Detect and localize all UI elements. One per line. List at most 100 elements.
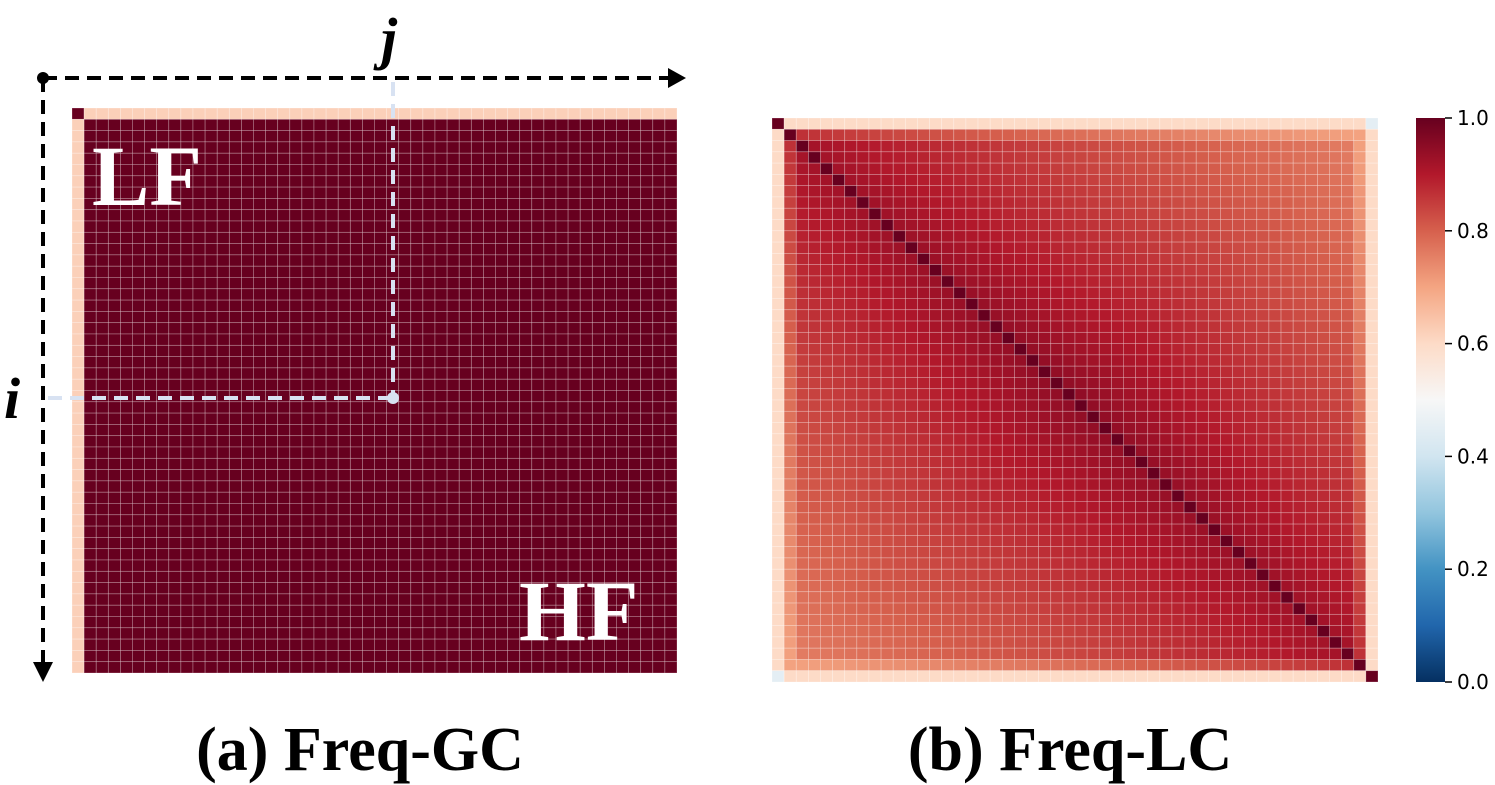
heatmap-a-cell	[652, 333, 666, 346]
heatmap-a-cell	[483, 401, 496, 414]
heatmap-a-cell	[71, 333, 85, 346]
heatmap-a-cell	[422, 435, 436, 448]
heatmap-b-cell	[1123, 128, 1136, 141]
heatmap-b-cell	[941, 320, 955, 333]
heatmap-b-cell	[783, 185, 797, 198]
heatmap-b-cell	[1171, 399, 1185, 412]
heatmap-a-cell	[386, 570, 400, 583]
heatmap-a-cell	[83, 107, 97, 120]
heatmap-b-cell	[1086, 399, 1100, 412]
heatmap-a-cell	[519, 231, 533, 244]
heatmap-b-cell	[1026, 501, 1039, 514]
heatmap-b-cell	[880, 320, 894, 333]
heatmap-a-cell	[180, 570, 194, 583]
heatmap-b-cell	[844, 422, 858, 435]
heatmap-a-cell	[144, 288, 158, 301]
heatmap-b-cell	[844, 568, 858, 581]
heatmap-a-cell	[483, 412, 496, 425]
heatmap-b-cell	[771, 275, 785, 288]
heatmap-a-cell	[83, 333, 97, 346]
heatmap-b-cell	[783, 535, 797, 547]
heatmap-a-cell	[386, 424, 400, 437]
heatmap-a-cell	[398, 616, 412, 629]
heatmap-a-cell	[180, 650, 194, 663]
heatmap-a-cell	[265, 311, 279, 324]
heatmap-b-cell	[1244, 535, 1258, 547]
heatmap-a-cell	[277, 548, 291, 561]
heatmap-b-cell	[795, 535, 809, 547]
heatmap-b-cell	[1074, 151, 1088, 164]
heatmap-b-cell	[1220, 241, 1233, 254]
heatmap-a-cell	[362, 118, 375, 131]
heatmap-b-cell	[880, 523, 894, 536]
heatmap-a-cell	[446, 559, 460, 572]
heatmap-a-cell	[410, 311, 424, 324]
heatmap-a-cell	[495, 130, 508, 143]
heatmap-a-cell	[555, 424, 569, 437]
heatmap-b-cell	[1304, 625, 1318, 638]
heatmap-a-cell	[519, 175, 533, 188]
heatmap-a-cell	[228, 311, 242, 324]
heatmap-b-cell	[1062, 422, 1076, 435]
heatmap-a-cell	[337, 367, 351, 380]
heatmap-a-cell	[204, 424, 218, 437]
heatmap-b-cell	[1074, 625, 1088, 638]
heatmap-b-cell	[1001, 602, 1015, 615]
heatmap-b-cell	[1050, 467, 1064, 480]
heatmap-b-cell	[1171, 613, 1185, 626]
heatmap-b-cell	[977, 388, 991, 401]
heatmap-a-cell	[71, 480, 85, 493]
heatmap-a-cell	[349, 243, 363, 256]
heatmap-b-cell	[1183, 410, 1197, 423]
heatmap-a-cell	[325, 514, 339, 527]
heatmap-a-cell	[483, 367, 496, 380]
heatmap-a-cell	[204, 209, 218, 222]
heatmap-b-cell	[904, 185, 918, 198]
heatmap-b-cell	[868, 580, 882, 593]
heatmap-b-cell	[1207, 535, 1221, 547]
heatmap-b-cell	[868, 546, 882, 559]
heatmap-b-cell	[1050, 117, 1064, 130]
heatmap-a-cell	[519, 435, 533, 448]
heatmap-a-cell	[446, 288, 460, 301]
heatmap-b-cell	[1171, 320, 1185, 333]
heatmap-b-cell	[1329, 557, 1342, 570]
heatmap-b-cell	[1304, 264, 1318, 277]
heatmap-b-cell	[1074, 207, 1088, 220]
heatmap-a-cell	[664, 107, 678, 120]
heatmap-b-cell	[1135, 174, 1149, 187]
heatmap-b-cell	[1353, 602, 1367, 615]
heatmap-a-cell	[628, 118, 642, 131]
heatmap-b-cell	[820, 410, 833, 423]
heatmap-a-cell	[71, 650, 85, 663]
heatmap-a-cell	[422, 333, 436, 346]
heatmap-b-cell	[1353, 399, 1367, 412]
heatmap-a-cell	[337, 559, 351, 572]
heatmap-b-cell	[808, 230, 821, 243]
heatmap-a-cell	[555, 344, 569, 357]
heatmap-a-cell	[216, 367, 230, 380]
heatmap-b-cell	[771, 489, 785, 502]
heatmap-b-cell	[892, 241, 906, 254]
heatmap-a-cell	[362, 311, 375, 324]
heatmap-b-cell	[1304, 309, 1318, 322]
heatmap-a-cell	[289, 344, 303, 357]
heatmap-b-cell	[783, 670, 797, 683]
heatmap-b-cell	[1365, 162, 1379, 175]
heatmap-a-cell	[446, 412, 460, 425]
heatmap-a-cell	[301, 661, 315, 674]
heatmap-a-cell	[289, 582, 303, 595]
heatmap-b-cell	[832, 399, 846, 412]
heatmap-a-cell	[216, 311, 230, 324]
heatmap-a-cell	[422, 311, 436, 324]
heatmap-a-cell	[555, 277, 569, 290]
heatmap-a-cell	[422, 412, 436, 425]
heatmap-b-cell	[1244, 410, 1258, 423]
heatmap-a-cell	[132, 638, 145, 651]
heatmap-b-cell	[953, 343, 967, 356]
heatmap-b-cell	[1014, 230, 1027, 243]
heatmap-a-cell	[301, 231, 315, 244]
heatmap-b-cell	[1365, 489, 1379, 502]
heatmap-b-cell	[856, 410, 870, 423]
heatmap-b-cell	[904, 207, 918, 220]
